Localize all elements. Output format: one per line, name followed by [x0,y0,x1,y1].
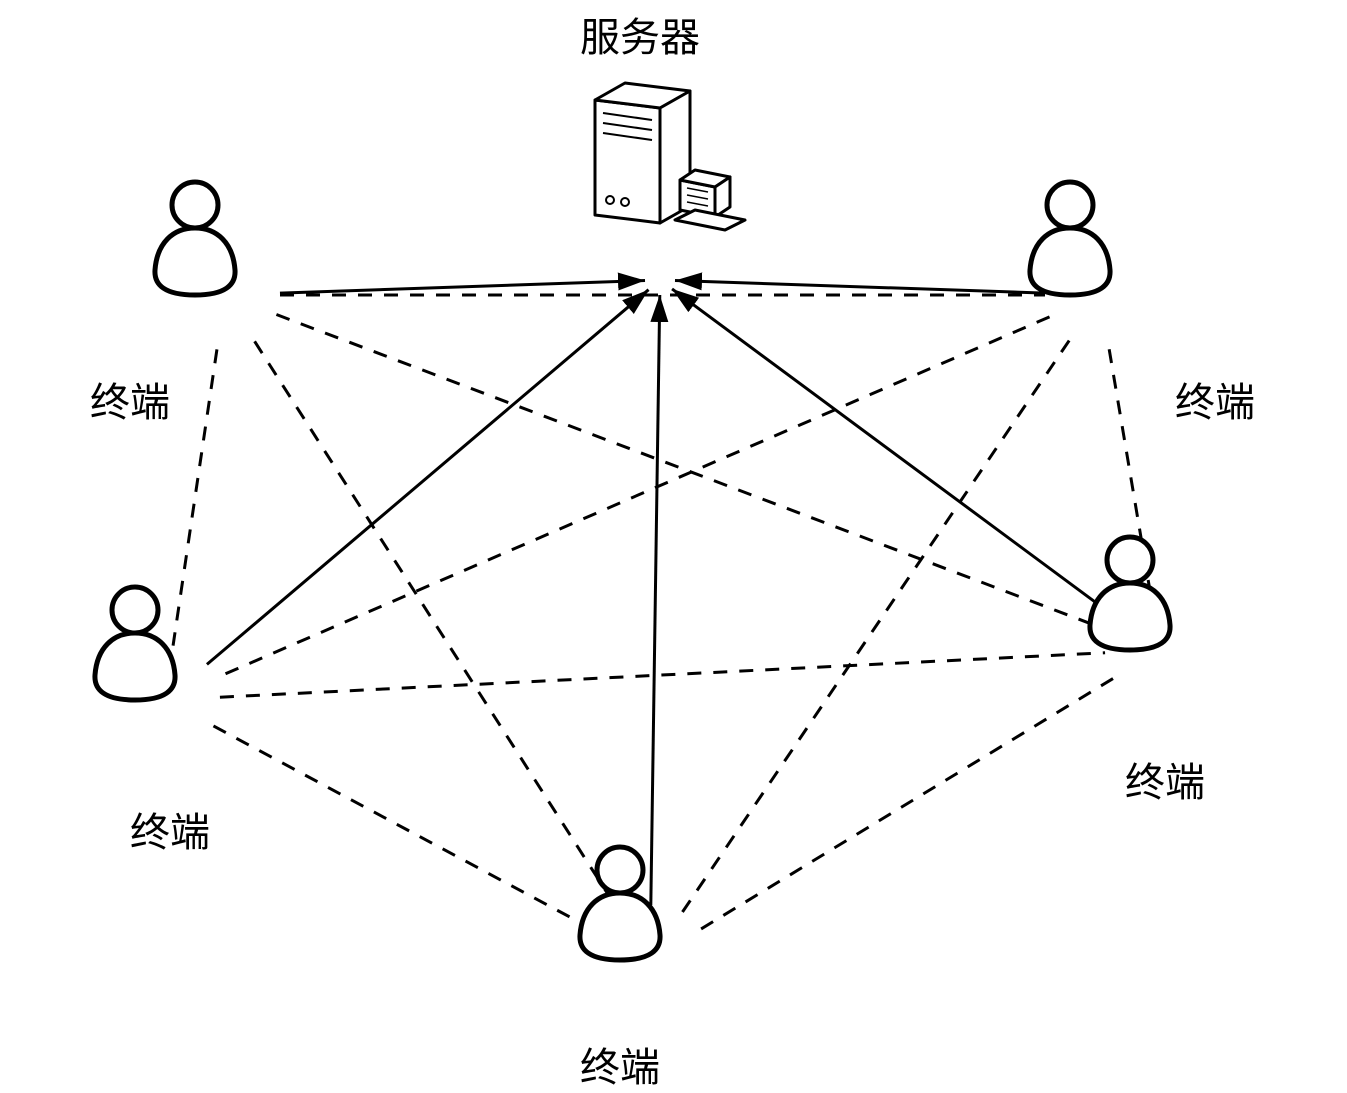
person-icon [1020,175,1120,305]
person-icon [85,580,185,710]
server-label: 服务器 [580,5,700,63]
terminal-label: 终端 [580,1035,660,1093]
terminal-label: 终端 [1175,370,1255,428]
solid-edges-group [207,281,1116,905]
terminal-label: 终端 [90,370,170,428]
terminal-label: 终端 [1125,750,1205,808]
person-icon [1080,530,1180,660]
dashed-edges-group [173,295,1151,934]
terminal-label: 终端 [130,800,210,858]
person-icon [145,175,245,305]
network-diagram: 服务器 终端终端终端终端终端 [0,0,1347,1090]
person-icon [570,840,670,970]
server-icon [580,75,750,260]
